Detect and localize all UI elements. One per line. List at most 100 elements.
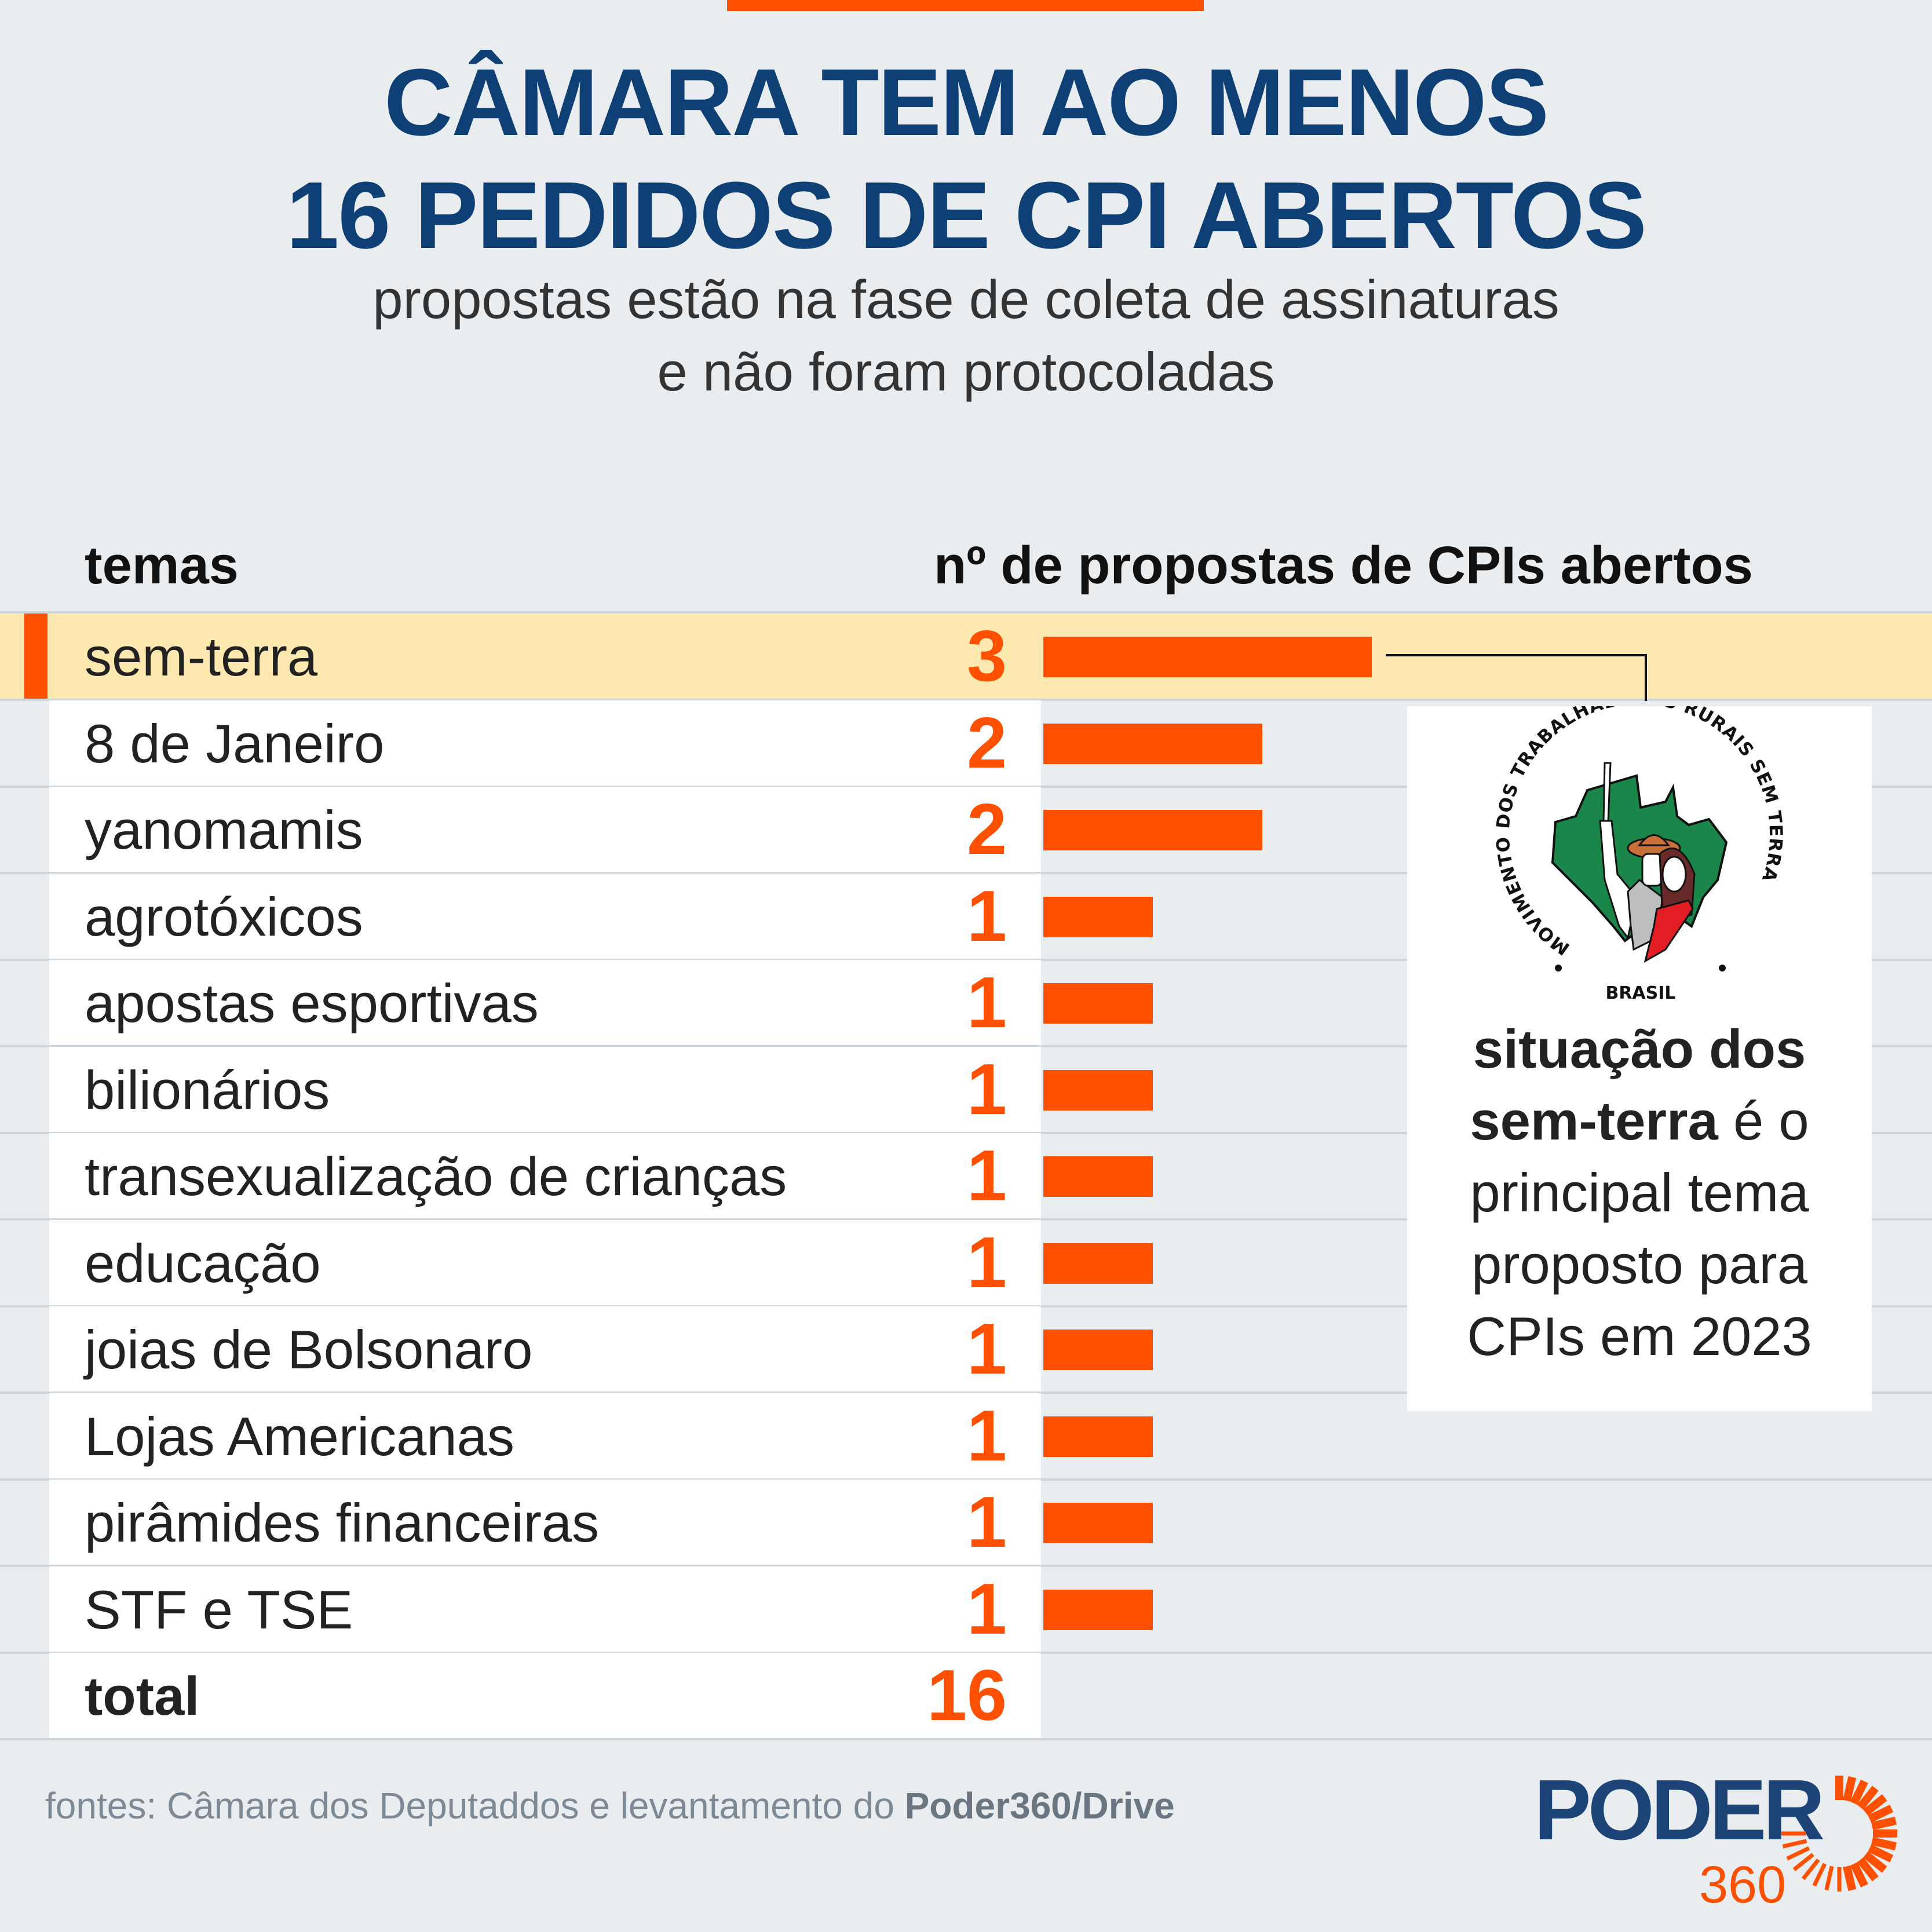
bar: [1043, 637, 1372, 677]
sun-ray: [1843, 1776, 1857, 1802]
row-value: 1: [967, 1569, 1007, 1649]
row-value: 3: [967, 616, 1007, 696]
column-header-theme: temas: [85, 536, 239, 595]
table-row: apostas esportivas 1: [0, 960, 1932, 1047]
sun-ray: [1782, 1839, 1807, 1849]
table-row: transexualização de crianças 1: [0, 1133, 1932, 1221]
title-line-2: 16 PEDIDOS DE CPI ABERTOS: [286, 162, 1647, 268]
callout-line-1: situação dos: [1473, 1018, 1806, 1079]
callout-line-3: principal tema: [1470, 1162, 1809, 1223]
table-row: educação 1: [0, 1219, 1932, 1308]
bar: [1043, 1069, 1153, 1111]
row-divider: [0, 699, 1932, 701]
row-value: 1: [967, 1482, 1007, 1562]
table-row: sem-terra 3: [0, 613, 1932, 701]
row-value: 1: [967, 1222, 1007, 1303]
sun-ray: [1850, 1862, 1868, 1888]
row-background: [49, 1393, 1041, 1480]
callout-text: situação dos sem-terra é o principal tem…: [1407, 1013, 1872, 1372]
callout-line-2-rest: é o: [1718, 1090, 1809, 1151]
row-divider: [0, 785, 1932, 788]
row-label: pirâmides financeiras: [85, 1492, 600, 1553]
bar: [1043, 1243, 1153, 1284]
brand-logo-number: 360: [1699, 1856, 1787, 1914]
row-value: 1: [967, 1396, 1007, 1476]
row-label: apostas esportivas: [85, 973, 539, 1033]
row-label: agrotóxicos: [85, 886, 363, 947]
callout-box: MOVIMENTO DOS TRABALHADORES RURAIS SEM T…: [1407, 706, 1872, 1411]
row-divider: [0, 1131, 1932, 1134]
subtitle-line-2: e não foram protocoladas: [657, 341, 1275, 402]
row-label: transexualização de crianças: [85, 1146, 787, 1207]
mst-logo: MOVIMENTO DOS TRABALHADORES RURAIS SEM T…: [1493, 706, 1786, 1003]
sun-icon: [1781, 1776, 1897, 1891]
row-divider: [0, 1218, 1932, 1221]
total-row: total 16: [0, 1653, 1932, 1740]
row-background: [49, 1566, 1041, 1653]
row-divider: [0, 1045, 1932, 1047]
bar: [1043, 896, 1153, 937]
row-background: [49, 787, 1041, 873]
row-value: 1: [967, 1309, 1007, 1389]
row-background: [49, 700, 1041, 787]
row-value: 2: [967, 703, 1007, 783]
sun-ray: [1801, 1858, 1820, 1880]
table-row: bilionários 1: [0, 1046, 1932, 1134]
row-divider: [0, 872, 1932, 874]
bar: [1043, 983, 1153, 1024]
row-divider: [0, 1565, 1932, 1567]
table-row: joias de Bolsonaro 1: [0, 1306, 1932, 1394]
bar: [1043, 1589, 1153, 1630]
sun-ray: [1786, 1846, 1810, 1861]
row-value: 1: [967, 963, 1007, 1043]
bar: [1043, 1503, 1153, 1543]
row-label: educação: [85, 1232, 321, 1294]
row-divider: [0, 1478, 1932, 1481]
row-label: 8 de Janeiro: [85, 713, 385, 774]
total-value: 16: [927, 1656, 1007, 1736]
table-row: 8 de Janeiro 2: [0, 700, 1932, 788]
callout-line-2-bold: sem-terra: [1470, 1090, 1718, 1151]
sun-ray: [1843, 1865, 1857, 1891]
table-row: yanomamis 2: [0, 787, 1932, 874]
row-value: 1: [967, 876, 1007, 956]
row-background: [49, 1306, 1041, 1393]
row-label: Lojas Americanas: [85, 1405, 514, 1467]
row-value: 1: [967, 1049, 1007, 1130]
table-row: pirâmides financeiras 1: [0, 1480, 1932, 1567]
subtitle-line-1: propostas estão na fase de coleta de ass…: [372, 269, 1560, 330]
bar: [1043, 1156, 1153, 1197]
sun-ray: [1868, 1844, 1894, 1862]
sun-ray: [1857, 1857, 1879, 1882]
row-divider: [0, 1392, 1932, 1394]
sun-ray: [1792, 1853, 1814, 1872]
bar: [1043, 1330, 1153, 1370]
top-accent-bar: [727, 0, 1204, 11]
header-divider: [0, 611, 1932, 613]
row-background: [49, 1480, 1041, 1566]
row-divider: [0, 958, 1932, 961]
sun-ray: [1857, 1785, 1879, 1810]
title-line-1: CÂMARA TEM AO MENOS: [384, 49, 1549, 155]
row-label: joias de Bolsonaro: [85, 1319, 533, 1380]
brand-logo-text: PODER: [1534, 1762, 1825, 1858]
table-row: agrotóxicos 1: [0, 873, 1932, 961]
row-label: bilionários: [85, 1059, 330, 1120]
callout-line-4: proposto para: [1471, 1234, 1808, 1295]
highlight-marker: [24, 613, 48, 700]
total-label: total: [85, 1666, 200, 1726]
sun-ray: [1824, 1865, 1834, 1891]
bar: [1043, 723, 1262, 764]
row-background: [49, 1219, 1041, 1306]
sun-ray: [1862, 1794, 1887, 1816]
callout-line-5: CPIs em 2023: [1467, 1306, 1812, 1367]
sun-ray: [1868, 1805, 1894, 1823]
row-divider: [0, 1738, 1932, 1740]
column-header-count: nº de propostas de CPIs abertos: [934, 536, 1753, 595]
row-background: [49, 960, 1041, 1046]
source-prefix: fontes: Câmara dos Deputaddos e levantam…: [45, 1785, 905, 1827]
row-label: sem-terra: [85, 626, 318, 687]
row-value: 2: [967, 790, 1007, 870]
sun-ray: [1871, 1816, 1897, 1830]
sun-ray: [1850, 1779, 1868, 1805]
